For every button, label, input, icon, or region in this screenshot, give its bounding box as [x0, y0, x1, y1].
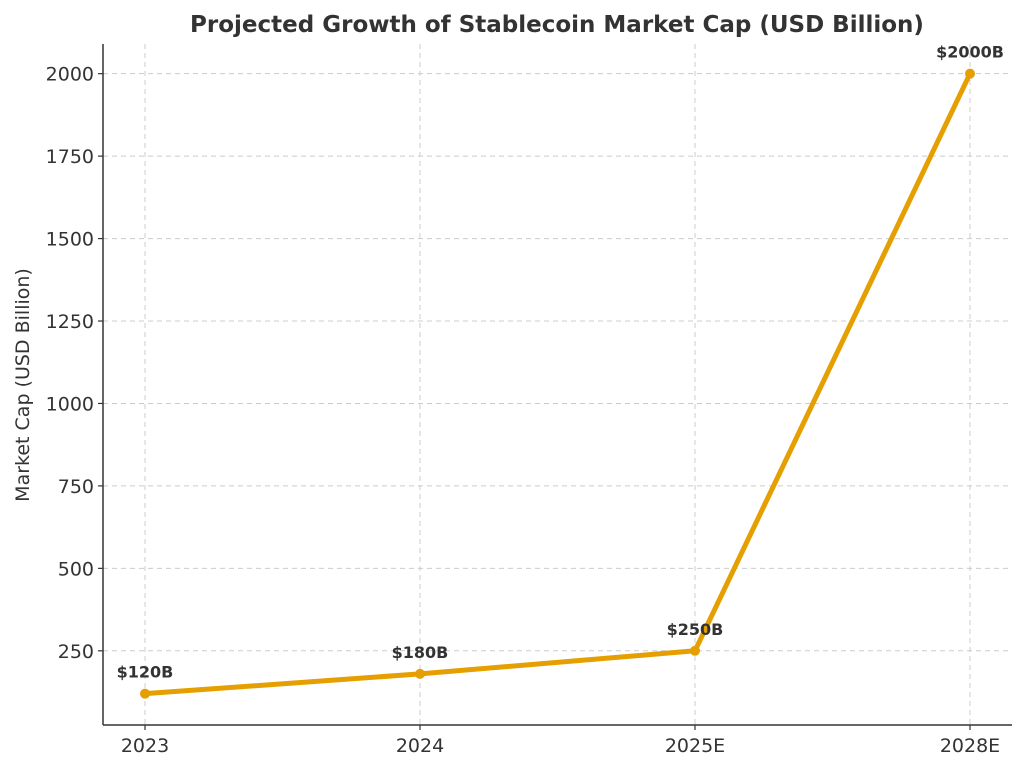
- y-tick-label: 250: [58, 641, 94, 663]
- x-tick-label: 2028E: [940, 735, 1000, 757]
- y-tick-label: 1750: [46, 146, 94, 168]
- data-point: [965, 68, 975, 79]
- y-tick-label: 1250: [46, 311, 94, 333]
- data-label: $250B: [667, 620, 724, 639]
- x-tick-label: 2024: [396, 735, 444, 757]
- data-point: [415, 668, 425, 679]
- data-label: $2000B: [936, 43, 1004, 62]
- y-tick-label: 500: [58, 558, 94, 580]
- data-point: [140, 688, 150, 699]
- series-line: [142, 71, 973, 697]
- y-tick-label: 2000: [46, 64, 94, 86]
- y-tick-label: 1500: [46, 229, 94, 251]
- data-point: [690, 645, 700, 656]
- chart-title: Projected Growth of Stablecoin Market Ca…: [190, 12, 924, 38]
- data-label: $120B: [117, 663, 174, 682]
- data-label: $180B: [392, 643, 449, 662]
- x-tick-label: 2023: [121, 735, 169, 757]
- y-tick-label: 1000: [46, 393, 94, 415]
- x-tick-label: 2025E: [665, 735, 725, 757]
- y-tick-label: 750: [58, 476, 94, 498]
- y-axis-label: Market Cap (USD Billion): [12, 268, 34, 502]
